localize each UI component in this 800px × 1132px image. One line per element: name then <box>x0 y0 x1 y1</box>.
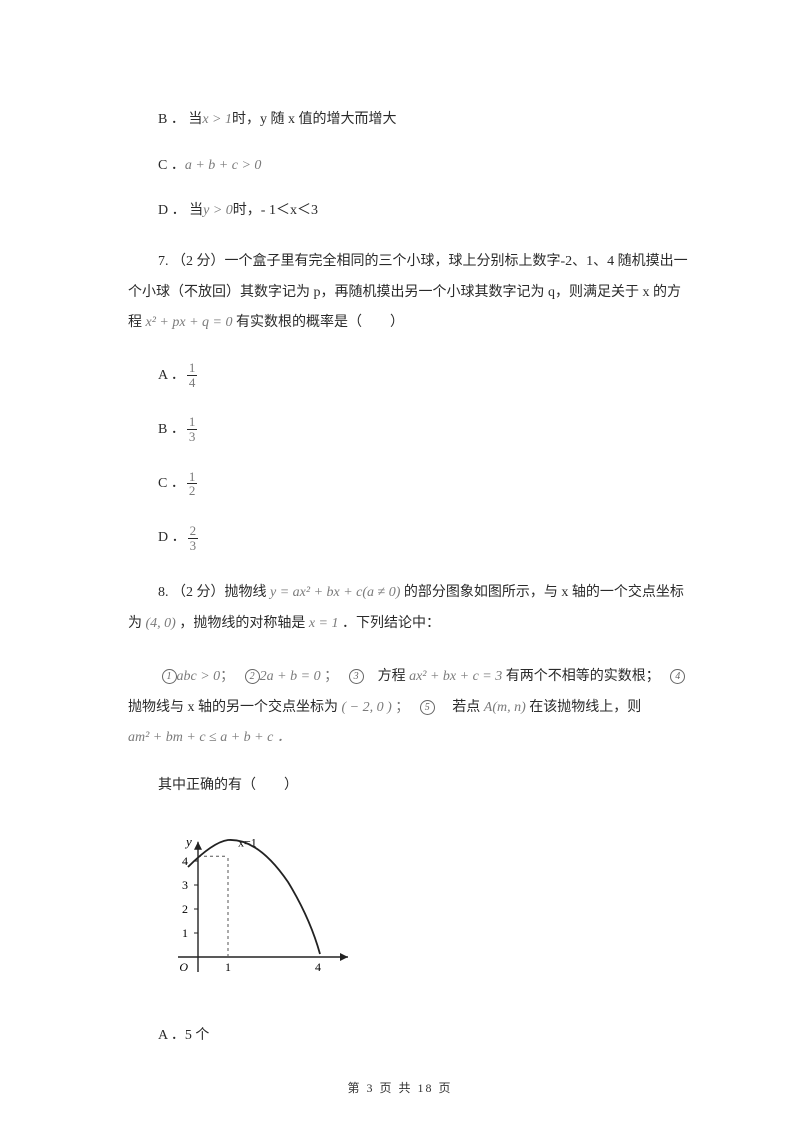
svg-text:y: y <box>184 834 192 849</box>
q7-opt-b: B ． <box>158 420 185 440</box>
parabola-figure: 123414Oxyx=1 <box>158 822 690 999</box>
question-8: 8. （2 分）抛物线 y = ax² + bx + c(a ≠ 0) 的部分图… <box>128 578 690 640</box>
parabola-chart: 123414Oxyx=1 <box>158 822 348 992</box>
q7-opt-c: C ． <box>158 474 185 494</box>
svg-text:4: 4 <box>182 854 188 868</box>
svg-text:2: 2 <box>182 902 188 916</box>
q8-opt-a: A ．5 个 <box>158 1026 209 1046</box>
circled-1-icon: 1 <box>162 669 177 684</box>
fraction-1-4: 1 4 <box>187 361 198 389</box>
s3-pre: 方程 <box>378 669 410 684</box>
q7-tail: 有实数根的概率是（ ） <box>236 315 404 330</box>
correct-prompt: 其中正确的有（ ） <box>158 776 298 796</box>
q7-opt-d: D ． <box>158 528 186 548</box>
s5-pre: 若点 <box>452 700 484 715</box>
fraction-1-2: 1 2 <box>187 470 198 498</box>
q8-d: ．下列结论中： <box>342 616 440 631</box>
circled-4-icon: 4 <box>670 669 685 684</box>
s4-pt: ( − 2, 0 ) <box>342 700 392 715</box>
svg-text:3: 3 <box>182 878 188 892</box>
opt-b-math: x > 1 <box>202 110 232 130</box>
q8-eq: y = ax² + bx + c(a ≠ 0) <box>270 585 400 600</box>
s1: abc > 0 <box>177 669 221 684</box>
svg-text:O: O <box>179 960 188 974</box>
s-last: am² + bm + c ≤ a + b + c ． <box>128 730 291 745</box>
svg-text:4: 4 <box>315 960 321 974</box>
s3-post: 有两个不相等的实数根； <box>502 669 653 684</box>
opt-d-post: 时，- 1＜x＜3 <box>233 201 318 221</box>
q8-c: ，抛物线的对称轴是 <box>179 616 309 631</box>
circled-3-icon: 3 <box>349 669 364 684</box>
s3-eq: ax² + bx + c = 3 <box>409 669 502 684</box>
circled-5-icon: 5 <box>420 700 435 715</box>
circled-2-icon: 2 <box>245 669 260 684</box>
statements: 1abc > 0； 22a + b = 0 ； 3 方程 ax² + bx + … <box>128 662 690 754</box>
q7-opt-a: A ． <box>158 366 185 386</box>
svg-text:1: 1 <box>182 926 188 940</box>
opt-d-pre: D ． 当 <box>158 201 203 221</box>
opt-c-pre: C ． <box>158 156 185 176</box>
opt-b-pre: B ． 当 <box>158 110 202 130</box>
q8-point: (4, 0) <box>146 616 176 631</box>
page-footer: 第 3 页 共 18 页 <box>0 1079 800 1096</box>
s2: 2a + b = 0 <box>260 669 321 684</box>
s5-post: 在该抛物线上，则 <box>529 700 641 715</box>
opt-b-post: 时，y 随 x 值的增大而增大 <box>232 110 397 130</box>
opt-c-math: a + b + c > 0 <box>185 156 262 176</box>
opt-d-math: y > 0 <box>203 201 233 221</box>
svg-text:1: 1 <box>225 960 231 974</box>
q8-a: 8. （2 分）抛物线 <box>158 585 270 600</box>
fraction-2-3: 2 3 <box>188 524 199 552</box>
s5-pt: A(m, n) <box>484 700 526 715</box>
s4-pre: 抛物线与 x 轴的另一个交点坐标为 <box>128 700 342 715</box>
question-7: 7. （2 分）一个盒子里有完全相同的三个小球，球上分别标上数字-2、1、4 随… <box>128 247 690 339</box>
q7-equation: x² + px + q = 0 <box>146 315 233 330</box>
fraction-1-3: 1 3 <box>187 415 198 443</box>
q8-axis: x = 1 <box>309 616 339 631</box>
